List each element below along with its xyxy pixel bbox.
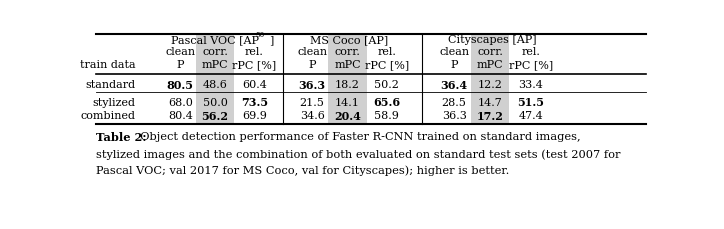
Text: 48.6: 48.6 xyxy=(203,80,227,90)
Text: 17.2: 17.2 xyxy=(476,110,503,121)
Text: rPC [%]: rPC [%] xyxy=(509,60,553,69)
Text: 14.1: 14.1 xyxy=(335,98,360,107)
Text: combined: combined xyxy=(80,111,135,121)
Text: corr.: corr. xyxy=(202,47,228,57)
Text: 47.4: 47.4 xyxy=(518,111,543,121)
Text: 18.2: 18.2 xyxy=(335,80,360,90)
Text: 56.2: 56.2 xyxy=(201,110,229,121)
Text: rPC [%]: rPC [%] xyxy=(232,60,277,69)
Text: train data: train data xyxy=(80,60,135,69)
Text: 28.5: 28.5 xyxy=(442,98,466,107)
Text: P: P xyxy=(450,60,458,69)
Text: clean: clean xyxy=(297,47,327,57)
Text: 68.0: 68.0 xyxy=(168,98,193,107)
Text: Object detection performance of Faster R-CNN trained on standard images,: Object detection performance of Faster R… xyxy=(132,132,580,142)
Text: 69.9: 69.9 xyxy=(242,111,266,121)
Text: rPC [%]: rPC [%] xyxy=(365,60,409,69)
Bar xyxy=(329,35,366,124)
Text: corr.: corr. xyxy=(477,47,503,57)
Text: 51.5: 51.5 xyxy=(518,97,544,108)
Text: P: P xyxy=(308,60,316,69)
Text: 50.0: 50.0 xyxy=(203,98,227,107)
Text: rel.: rel. xyxy=(377,47,396,57)
Text: MS Coco [AP]: MS Coco [AP] xyxy=(310,35,388,45)
Text: Table 2:: Table 2: xyxy=(96,131,147,142)
Text: rel.: rel. xyxy=(245,47,264,57)
Text: 73.5: 73.5 xyxy=(241,97,268,108)
Text: 60.4: 60.4 xyxy=(242,80,266,90)
Bar xyxy=(196,35,234,124)
Text: 58.9: 58.9 xyxy=(374,111,399,121)
Text: 12.2: 12.2 xyxy=(478,80,502,90)
Text: 21.5: 21.5 xyxy=(300,98,324,107)
Text: 33.4: 33.4 xyxy=(518,80,544,90)
Text: Pascal VOC; val 2017 for MS Coco, val for Cityscapes); higher is better.: Pascal VOC; val 2017 for MS Coco, val fo… xyxy=(96,165,510,176)
Text: 36.3: 36.3 xyxy=(442,111,466,121)
Text: 34.6: 34.6 xyxy=(300,111,324,121)
Text: stylized: stylized xyxy=(93,98,135,107)
Text: mPC: mPC xyxy=(334,60,361,69)
Text: 50: 50 xyxy=(256,30,265,38)
Text: stylized images and the combination of both evaluated on standard test sets (tes: stylized images and the combination of b… xyxy=(96,148,620,159)
Text: 50.2: 50.2 xyxy=(374,80,399,90)
Text: 36.3: 36.3 xyxy=(298,79,326,90)
Bar xyxy=(471,35,509,124)
Text: 80.4: 80.4 xyxy=(168,111,193,121)
Text: Pascal VOC [AP: Pascal VOC [AP xyxy=(171,35,258,45)
Text: P: P xyxy=(177,60,184,69)
Text: 14.7: 14.7 xyxy=(478,98,502,107)
Text: clean: clean xyxy=(165,47,195,57)
Text: ]: ] xyxy=(269,35,273,45)
Text: 20.4: 20.4 xyxy=(334,110,361,121)
Text: 36.4: 36.4 xyxy=(440,79,468,90)
Text: clean: clean xyxy=(439,47,469,57)
Text: standard: standard xyxy=(85,80,135,90)
Text: mPC: mPC xyxy=(476,60,503,69)
Text: 65.6: 65.6 xyxy=(373,97,400,108)
Text: mPC: mPC xyxy=(202,60,228,69)
Text: rel.: rel. xyxy=(521,47,540,57)
Text: Cityscapes [AP]: Cityscapes [AP] xyxy=(448,35,536,45)
Text: corr.: corr. xyxy=(334,47,361,57)
Text: 80.5: 80.5 xyxy=(167,79,194,90)
